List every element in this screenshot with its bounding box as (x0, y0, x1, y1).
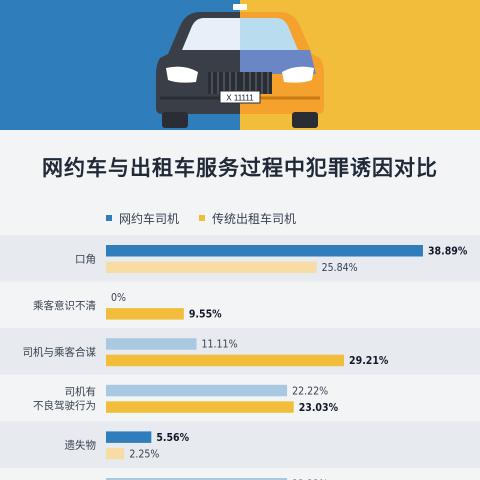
bar-ride-hailing (106, 478, 288, 480)
bar-taxi (106, 308, 184, 320)
bar-ride-hailing (106, 431, 152, 443)
bar-taxi (106, 401, 294, 413)
bar-taxi (106, 447, 125, 460)
bar-ride-hailing (106, 384, 288, 397)
row-band (0, 421, 480, 468)
row-band (0, 328, 480, 375)
data-label-ride-hailing: 22.22% (292, 479, 328, 480)
legend-item-taxi: 传统出租车司机 (199, 210, 296, 227)
data-label-ride-hailing: 38.89% (428, 246, 468, 258)
data-label-taxi: 25.84% (322, 262, 358, 274)
taxi-roof-sign-icon (233, 4, 247, 10)
taxi-car-half (240, 12, 324, 128)
bar-taxi (106, 354, 345, 367)
category-label: 口角 (75, 253, 96, 265)
data-label-ride-hailing: 5.56% (156, 432, 189, 444)
data-label-taxi: 9.55% (189, 309, 222, 321)
data-label-taxi: 23.03% (299, 402, 339, 414)
category-label: 司机与乘客合谋 (23, 346, 97, 359)
data-label-ride-hailing: 11.11% (202, 339, 238, 351)
data-label-ride-hailing: 22.22% (292, 385, 328, 397)
category-label: 遗失物 (65, 439, 97, 452)
category-label: 司机有不良驾驶行为 (33, 385, 96, 412)
chart-title: 网约车与出租车服务过程中犯罪诱因对比 (42, 156, 438, 180)
data-label-ride-hailing: 0% (111, 292, 126, 304)
legend-swatch-ride-hailing (106, 215, 112, 221)
car-hero-illustration: X 11111 (0, 0, 480, 130)
legend-label-taxi: 传统出租车司机 (212, 211, 297, 226)
license-plate (219, 90, 261, 104)
row-band (0, 235, 480, 282)
license-plate-text: X 11111 (226, 94, 254, 103)
bar-ride-hailing (106, 245, 423, 257)
legend-item-ride-hailing: 网约车司机 (106, 210, 179, 227)
legend-swatch-taxi (199, 215, 206, 221)
category-label: 乘客意识不清 (33, 299, 96, 312)
legend-label-ride-hailing: 网约车司机 (119, 211, 180, 226)
bar-taxi (106, 261, 317, 273)
data-label-taxi: 29.21% (349, 355, 389, 367)
bar-ride-hailing (106, 338, 197, 350)
ride-hailing-car-half (156, 12, 240, 128)
data-label-taxi: 2.25% (129, 448, 159, 460)
legend: 网约车司机 传统出租车司机 (106, 210, 316, 227)
